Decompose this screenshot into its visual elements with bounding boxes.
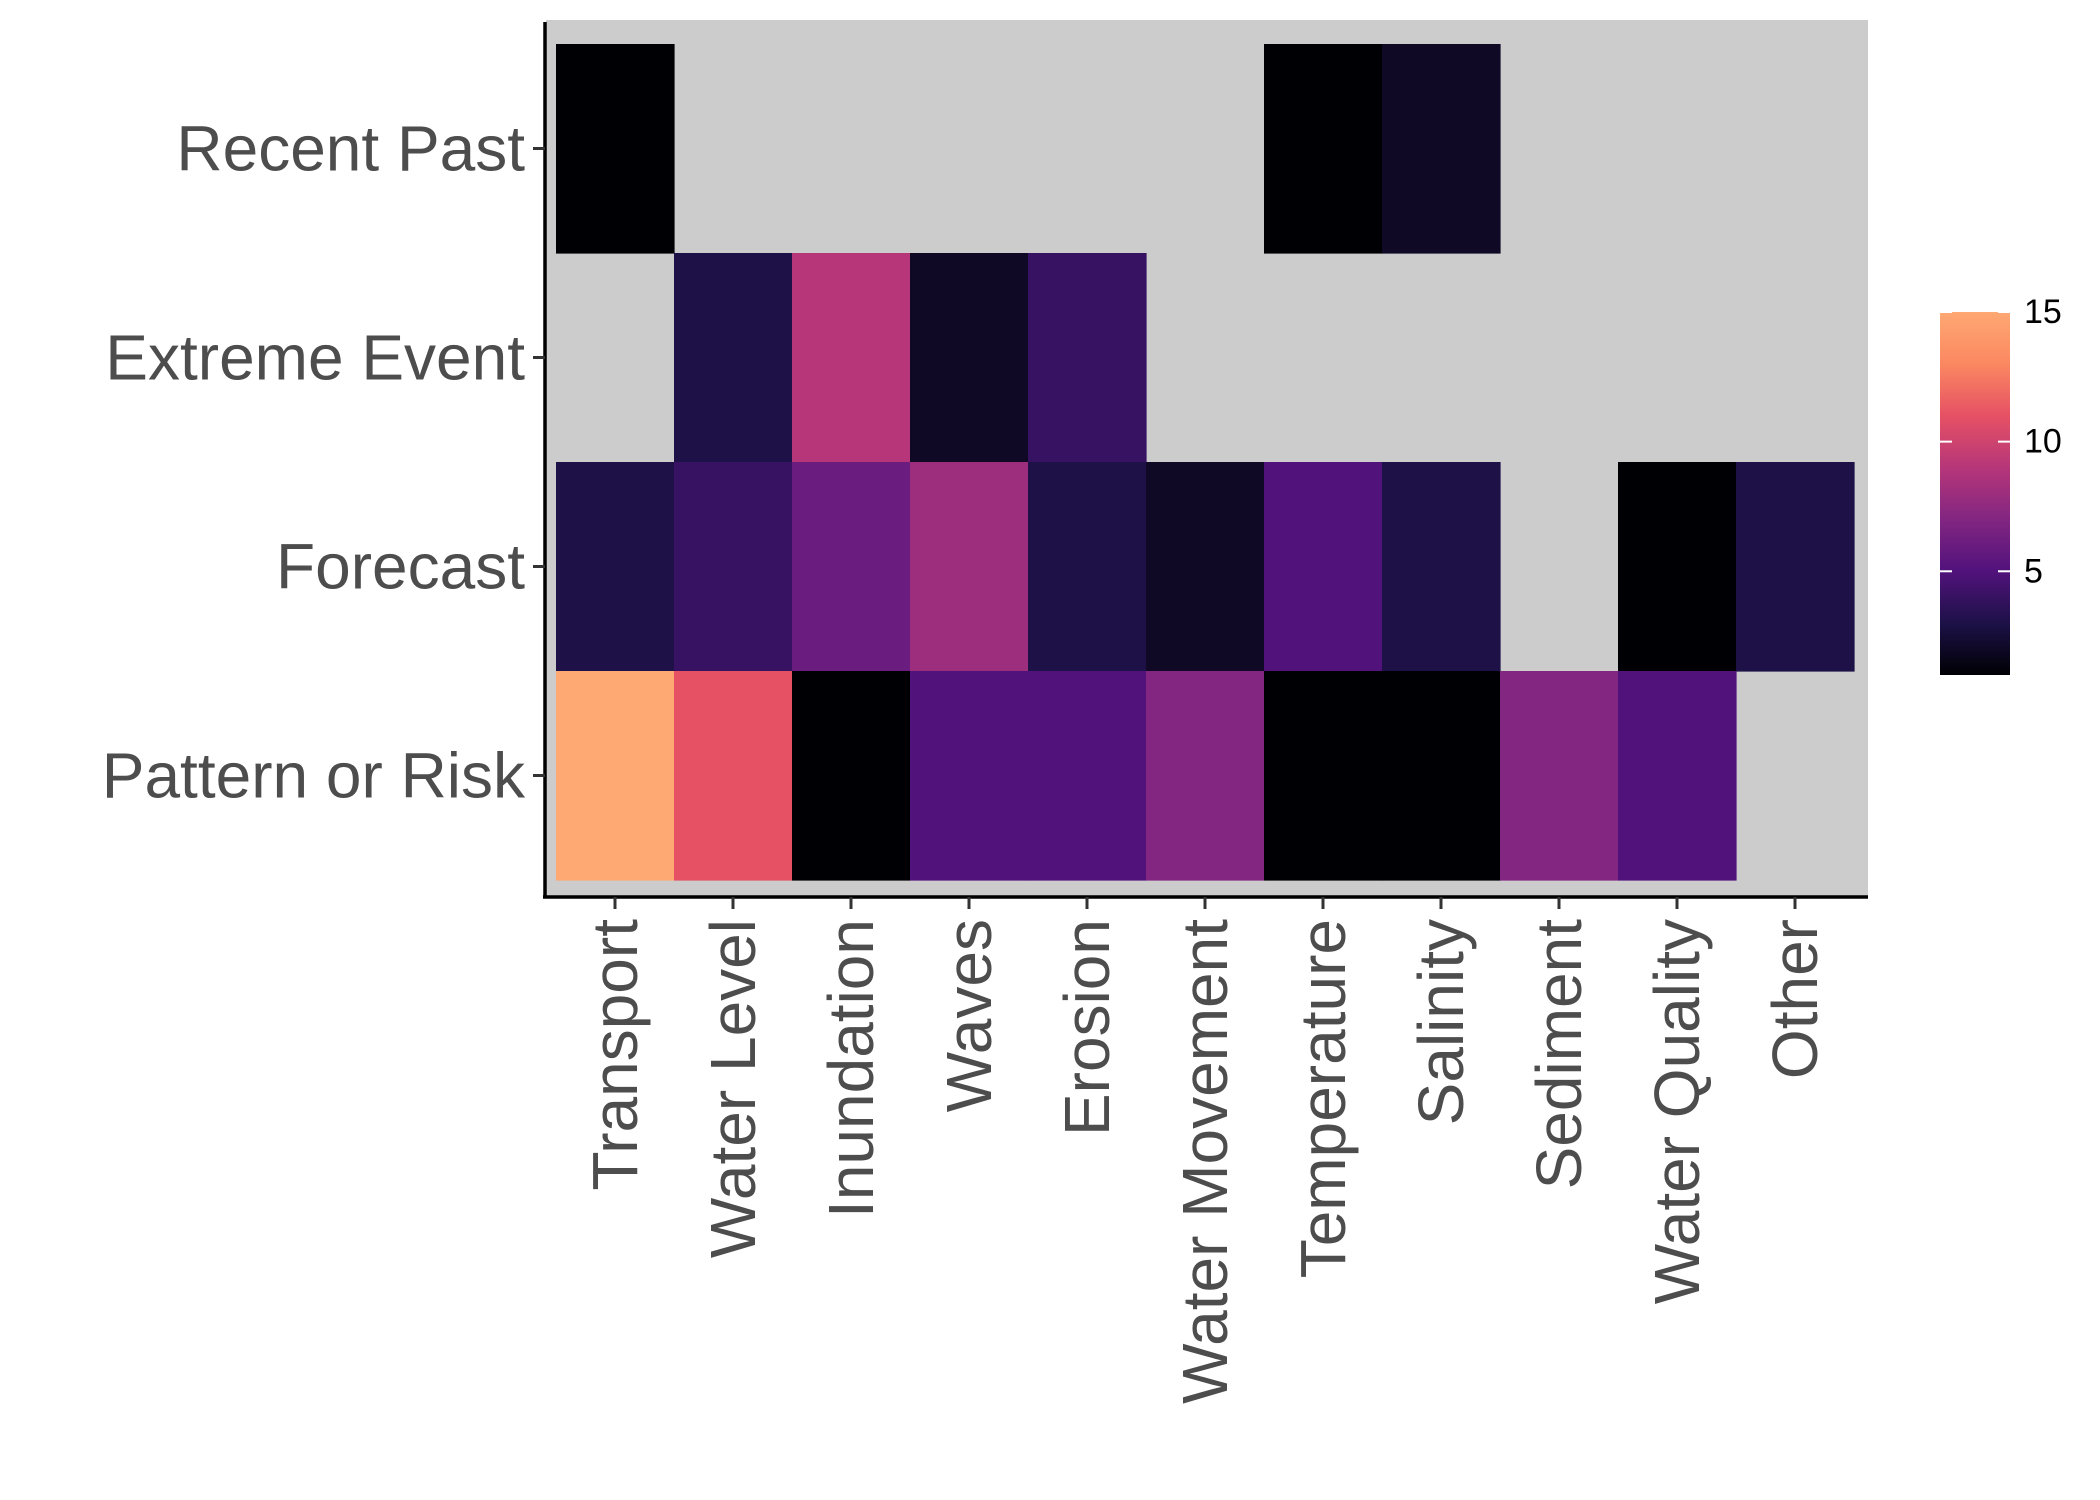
y-tick-label: Recent Past — [176, 113, 525, 185]
y-tick-labels: Recent Past Extreme Event Forecast Pattern … — [102, 113, 526, 812]
x-tick-label: Salinity — [1405, 919, 1477, 1125]
legend-colorbar — [1940, 312, 2010, 675]
x-tick-label: Water Quality — [1641, 919, 1713, 1304]
x-tick-label: Other — [1759, 919, 1831, 1079]
heatmap-cell — [1146, 671, 1265, 881]
legend-tick-label: 10 — [2024, 423, 2062, 461]
heatmap-cell — [1618, 462, 1737, 672]
x-tick-label: Erosion — [1051, 919, 1123, 1136]
heatmap-cell — [1618, 671, 1737, 881]
heatmap-cell — [1382, 671, 1501, 881]
x-tick-label: Transport — [579, 919, 651, 1191]
x-tick-label: Waves — [933, 919, 1005, 1112]
color-legend: 5 10 15 — [1940, 293, 2062, 675]
heatmap-cell — [1382, 44, 1501, 254]
heatmap-cell — [1028, 253, 1147, 463]
heatmap-cell — [674, 671, 793, 881]
heatmap-cell — [792, 462, 911, 672]
heatmap-cell — [556, 671, 675, 881]
heatmap-cell — [1264, 671, 1383, 881]
heatmap-cell — [556, 44, 675, 254]
x-tick-label: Water Movement — [1169, 919, 1241, 1404]
heatmap-cell — [1264, 44, 1383, 254]
heatmap-cell — [910, 462, 1029, 672]
heatmap-cell — [1382, 462, 1501, 672]
x-tick-label: Temperature — [1287, 919, 1359, 1278]
heatmap-cell — [910, 253, 1029, 463]
heatmap-cell — [556, 462, 675, 672]
y-tick-label: Pattern or Risk — [102, 740, 526, 812]
y-tick-label: Extreme Event — [105, 322, 525, 394]
heatmap-cell — [1146, 462, 1265, 672]
heatmap-cell — [792, 671, 911, 881]
heatmap-cell — [674, 462, 793, 672]
heatmap-cell — [674, 253, 793, 463]
y-tick-label: Forecast — [276, 531, 525, 603]
x-tick-label: Water Level — [697, 919, 769, 1258]
legend-tick-label: 15 — [2024, 293, 2062, 331]
legend-tick-label: 5 — [2024, 552, 2043, 590]
heatmap-cell — [1736, 462, 1855, 672]
heatmap-cells — [556, 44, 1855, 881]
heatmap-cell — [1028, 671, 1147, 881]
axes — [533, 22, 1868, 909]
x-tick-label: Sediment — [1523, 919, 1595, 1190]
heatmap-cell — [1500, 671, 1619, 881]
heatmap-cell — [910, 671, 1029, 881]
heatmap-cell — [792, 253, 911, 463]
heatmap-cell — [1264, 462, 1383, 672]
x-tick-label: Inundation — [815, 919, 887, 1218]
heatmap-cell — [1028, 462, 1147, 672]
x-tick-labels: Transport Water Level Inundation Waves Erosi… — [579, 919, 1831, 1404]
